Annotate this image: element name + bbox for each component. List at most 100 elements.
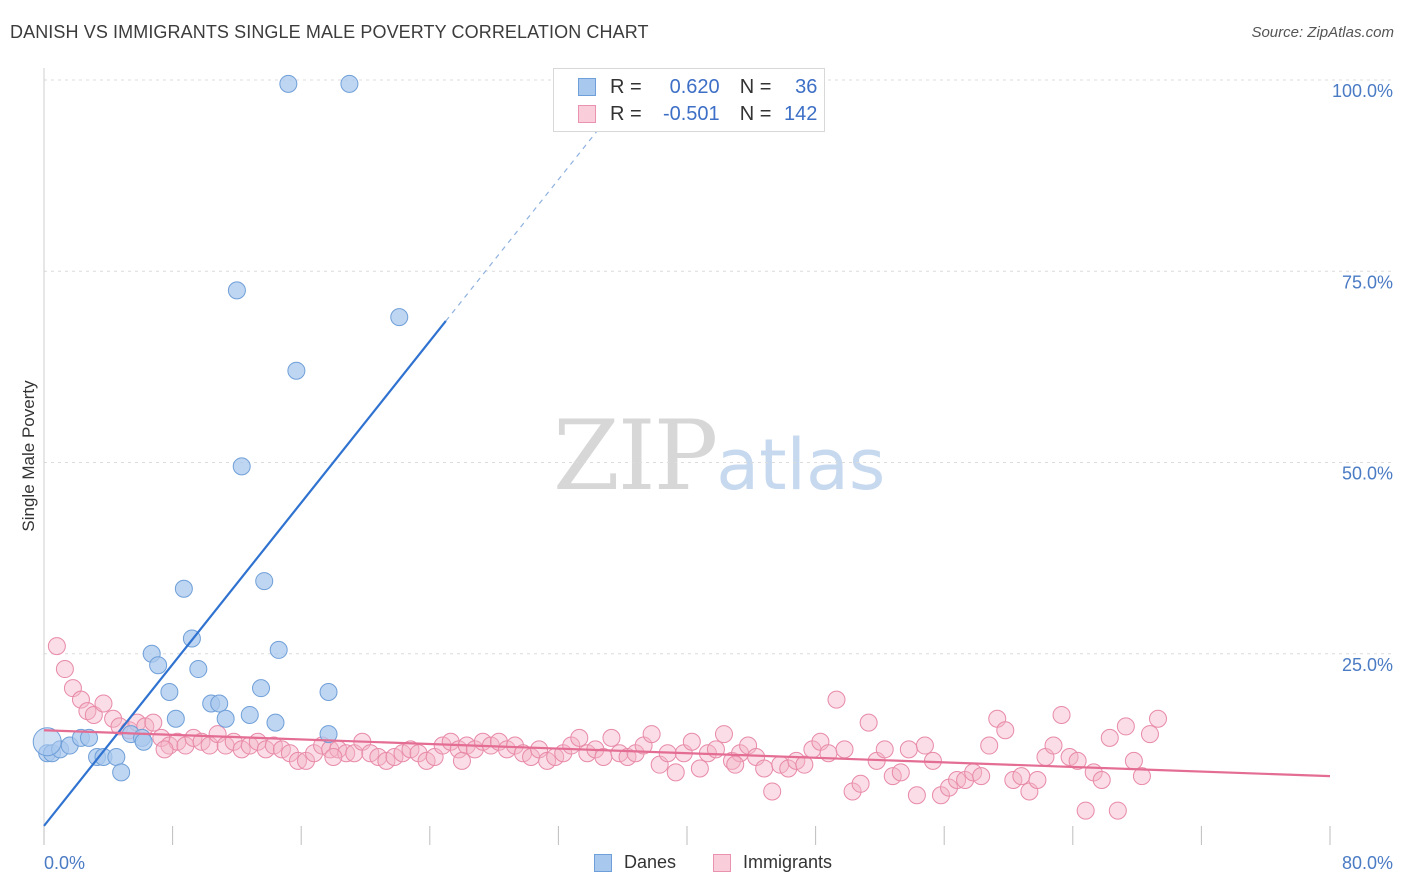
danes-point-15 [160, 683, 179, 701]
immigrants-point-107 [907, 786, 926, 805]
y-tick-label-3: 25.0% [1342, 655, 1393, 675]
danes-r-label: R = [610, 75, 642, 98]
immigrants-point-79 [682, 732, 701, 751]
immigrants-point-3 [71, 690, 90, 709]
immigrants-point-137 [1148, 709, 1167, 728]
tick-labels: 100.0% 75.0% 50.0% 25.0% 0.0% 80.0% [44, 81, 1393, 873]
y-axis-label: Single Male Poverty [19, 380, 38, 532]
bottom-danes-swatch [594, 853, 612, 872]
immigrants-point-127 [1068, 751, 1087, 770]
immigrants-point-108 [915, 736, 934, 755]
danes-point-25 [240, 705, 259, 724]
danes-point-34 [340, 74, 359, 93]
danes-point-28 [266, 713, 285, 732]
immigrants-r-label: R = [610, 102, 642, 125]
immigrants-point-83 [714, 725, 733, 744]
danes-point-9 [112, 763, 131, 782]
x-tick-label-left: 0.0% [44, 853, 85, 873]
danes-points [32, 74, 409, 782]
danes-point-27 [255, 572, 274, 591]
immigrants-point-1 [55, 660, 74, 679]
immigrants-point-140 [324, 748, 343, 767]
bottom-legend-immigrants: Immigrants [713, 852, 832, 873]
danes-point-30 [279, 74, 298, 93]
immigrants-point-133 [1116, 717, 1135, 736]
immigrants-point-124 [1044, 736, 1063, 755]
immigrants-point-115 [972, 767, 991, 786]
danes-trend-line [43, 320, 447, 827]
trend-lines [43, 128, 1331, 827]
immigrants-point-97 [827, 690, 846, 709]
danes-point-large [32, 727, 62, 757]
immigrants-point-136 [1140, 725, 1159, 744]
danes-point-23 [227, 281, 246, 300]
immigrants-point-125 [1052, 705, 1071, 724]
immigrants-point-131 [1100, 728, 1119, 747]
danes-point-5 [80, 728, 99, 747]
danes-n-value: 36 [795, 75, 818, 98]
immigrants-point-101 [859, 713, 878, 732]
immigrants-point-118 [996, 721, 1015, 740]
immigrants-swatch [578, 105, 596, 123]
axes [43, 68, 1331, 845]
legend-row-danes: R = 0.620 N = 36 [578, 74, 817, 100]
y-tick-label-1: 75.0% [1342, 272, 1393, 292]
immigrants-point-6 [94, 694, 113, 713]
correlation-legend: R = 0.620 N = 36 R = -0.501 N = 142 [553, 68, 825, 132]
immigrants-point-130 [1092, 770, 1111, 789]
immigrants-point-120 [1012, 767, 1031, 786]
gridlines [44, 79, 1392, 655]
immigrants-n-label: N = [739, 102, 772, 125]
bottom-danes-label: Danes [624, 852, 677, 872]
immigrants-point-80 [690, 759, 709, 778]
immigrants-point-132 [1108, 801, 1127, 820]
immigrants-n-value: 142 [784, 102, 818, 125]
immigrants-point-77 [666, 763, 685, 782]
danes-point-35 [390, 308, 409, 327]
immigrants-trend-line [43, 729, 1331, 778]
immigrants-point-12 [144, 713, 163, 732]
y-tick-label-0: 100.0% [1332, 81, 1393, 101]
immigrants-point-69 [602, 728, 621, 747]
danes-point-19 [189, 660, 208, 679]
immigrants-point-141 [155, 740, 174, 759]
x-tick-label-right: 80.0% [1342, 853, 1393, 873]
immigrants-point-139 [452, 751, 471, 770]
danes-n-label: N = [739, 75, 772, 98]
immigrants-points [47, 637, 1167, 820]
immigrants-point-135 [1132, 767, 1151, 786]
danes-point-14 [149, 656, 168, 675]
danes-point-12 [134, 732, 153, 751]
danes-point-22 [216, 709, 235, 728]
immigrants-point-88 [755, 759, 774, 778]
immigrants-point-103 [875, 740, 894, 759]
immigrants-point-100 [851, 774, 870, 793]
immigrants-r-value: -0.501 [662, 102, 720, 125]
watermark: ZIPatlas [553, 400, 885, 512]
immigrants-point-0 [47, 637, 66, 656]
immigrants-point-89 [763, 782, 782, 801]
chart-title: DANISH VS IMMIGRANTS SINGLE MALE POVERTY… [10, 22, 649, 42]
bottom-immigrants-swatch [713, 853, 731, 872]
danes-point-32 [319, 683, 338, 701]
legend-row-immigrants: R = -0.501 N = 142 [578, 101, 817, 127]
source-label: Source: ZipAtlas.com [1251, 24, 1394, 41]
danes-point-29 [269, 640, 288, 659]
immigrants-point-93 [795, 755, 814, 774]
bottom-immigrants-label: Immigrants [743, 852, 833, 872]
danes-point-21 [210, 694, 229, 713]
immigrants-point-65 [570, 728, 589, 747]
immigrants-point-116 [980, 736, 999, 755]
watermark-atlas: atlas [716, 424, 886, 506]
immigrants-point-7 [104, 709, 123, 728]
danes-point-8 [107, 748, 126, 767]
bottom-legend-danes: Danes [594, 852, 676, 873]
danes-point-31 [287, 361, 306, 380]
danes-point-24 [232, 457, 251, 476]
immigrants-point-106 [899, 740, 918, 759]
watermark-zip: ZIP [553, 400, 718, 512]
danes-trend-extension [445, 128, 600, 322]
immigrants-point-134 [1124, 751, 1143, 770]
danes-swatch [578, 78, 596, 96]
